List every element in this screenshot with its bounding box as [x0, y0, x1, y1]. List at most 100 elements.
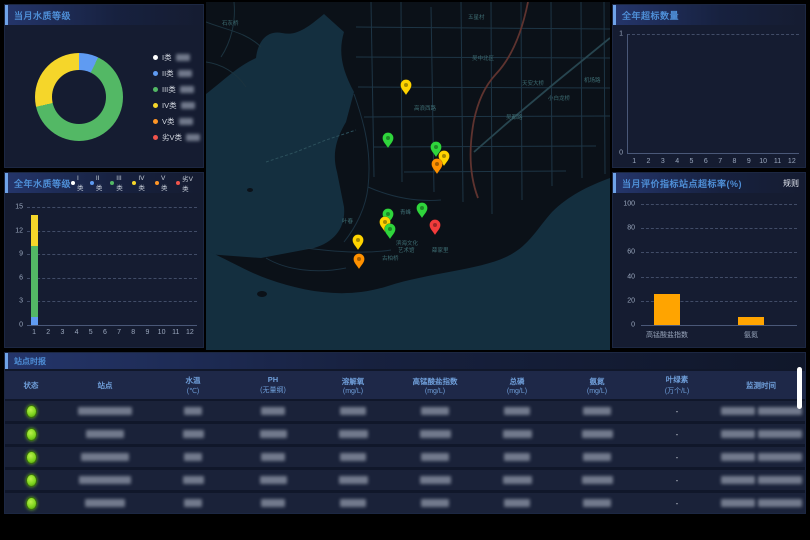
value-cell	[477, 430, 557, 438]
map-label: 叶春	[342, 217, 354, 225]
gridline	[641, 276, 797, 278]
x-axis-line	[641, 325, 797, 326]
table-row[interactable]: -	[5, 470, 805, 490]
rules-link[interactable]: 规则	[783, 178, 799, 188]
legend-item-III类[interactable]: III类	[153, 81, 200, 97]
station-name-redacted	[78, 407, 132, 415]
value-redacted	[340, 407, 366, 415]
value-redacted	[184, 499, 202, 507]
map-label: 薛家里	[432, 246, 449, 254]
value-redacted	[421, 453, 449, 461]
legend-value-redacted	[178, 117, 193, 125]
panel-yearly-water-grade: 全年水质等级 I类 II类 III类 IV类 V类 劣V类 0 3 6 9 12 15 1 2 3 4 5 6 7…	[4, 172, 204, 348]
table-row[interactable]: -	[5, 401, 805, 421]
column-name: 叶绿素	[665, 375, 689, 384]
x-axis-tick: 2	[46, 329, 51, 336]
x-axis-line	[27, 325, 197, 326]
x-axis-tick: 6	[703, 158, 708, 165]
column-name: 站点	[97, 380, 113, 390]
station-pin-icon[interactable]	[431, 158, 443, 175]
chlorophyll-cell: -	[637, 430, 717, 439]
map-sea-water	[206, 178, 610, 350]
table-row[interactable]: -	[5, 493, 805, 513]
map-label: 五星村	[468, 13, 485, 21]
y-axis-tick: 6	[19, 274, 23, 282]
x-axis-tick: 11	[773, 158, 782, 165]
column-unit: (mg/L)	[506, 387, 528, 395]
table-scrollbar-thumb[interactable]	[797, 367, 802, 409]
map-main-road-diagonal	[473, 37, 611, 153]
column-unit: (mg/L)	[586, 387, 608, 395]
legend-item-III类[interactable]: III类	[110, 175, 126, 192]
stacked-bar-segment-III类	[30, 246, 38, 318]
column-unit: (万个/L)	[664, 388, 690, 395]
chlorophyll-value: -	[675, 452, 679, 462]
station-cell	[57, 430, 153, 438]
legend-item-劣V类[interactable]: 劣V类	[153, 129, 201, 145]
column-name: PH	[267, 375, 279, 384]
gridline	[641, 252, 797, 254]
gridline	[27, 230, 197, 232]
legend-item-IV类[interactable]: IV类	[132, 175, 149, 192]
legend-item-II类[interactable]: II类	[89, 175, 104, 192]
value-cell	[313, 499, 393, 507]
exceed-rate-bar-chart: 0 20 40 60 80 100 高锰酸盐指数 氨氮	[613, 193, 805, 347]
table-row[interactable]: -	[5, 447, 805, 467]
value-redacted	[340, 453, 366, 461]
x-axis-tick: 8	[131, 329, 136, 336]
value-redacted	[419, 430, 451, 438]
x-axis-tick: 4	[675, 158, 680, 165]
value-redacted	[504, 453, 530, 461]
x-axis-tick: 11	[172, 329, 180, 336]
legend-item-V类[interactable]: V类	[153, 113, 200, 129]
value-cell	[393, 453, 477, 461]
value-redacted	[504, 499, 530, 507]
legend-item-IV类[interactable]: IV类	[153, 97, 200, 113]
y-axis-line	[627, 34, 628, 153]
legend-item-II类[interactable]: II类	[153, 65, 200, 81]
station-pin-icon[interactable]	[430, 141, 442, 158]
y-axis-tick: 80	[627, 224, 635, 232]
stacked-bar-segment-II类	[30, 317, 38, 325]
station-pin-icon[interactable]	[353, 253, 365, 270]
table-title: 站点时报	[14, 356, 46, 366]
column-unit: (mg/L)	[342, 387, 364, 395]
station-pin-icon[interactable]	[382, 132, 394, 149]
station-pin-icon[interactable]	[384, 223, 396, 240]
table-row[interactable]: -	[5, 424, 805, 444]
value-redacted	[581, 430, 613, 438]
station-pin-icon[interactable]	[382, 208, 394, 225]
x-axis-tick: 9	[145, 329, 150, 336]
station-pin-icon[interactable]	[416, 202, 428, 219]
station-pin-icon[interactable]	[429, 219, 441, 236]
legend-label: III类	[162, 84, 176, 94]
station-pin-icon[interactable]	[352, 234, 364, 251]
station-pin-icon[interactable]	[400, 79, 412, 96]
time-cell	[717, 430, 805, 438]
value-redacted	[182, 476, 204, 484]
gridline	[27, 207, 197, 208]
y-axis-tick: 1	[619, 30, 623, 38]
legend-item-I类[interactable]: I类	[71, 175, 84, 192]
value-cell	[313, 476, 393, 484]
value-cell	[153, 476, 233, 484]
legend-item-劣V类[interactable]: 劣V类	[176, 173, 197, 193]
x-axis-tick: 8	[732, 158, 737, 165]
time-date-redacted	[720, 430, 755, 438]
value-cell	[393, 407, 477, 415]
value-redacted	[504, 407, 530, 415]
table-header-row: 状态 站点 水温 (℃) PH (无量纲) 溶解氧 (mg/L) 高锰酸盐指数 (mg/L) 总磷(…	[5, 371, 805, 399]
legend-dot-icon	[153, 54, 158, 60]
legend-item-V类[interactable]: V类	[155, 175, 170, 192]
legend-dot-icon	[132, 181, 137, 185]
time-clock-redacted	[757, 453, 802, 461]
value-cell	[153, 499, 233, 507]
map-label: 艺术馆	[398, 246, 415, 254]
x-axis-tick: 5	[689, 158, 694, 165]
legend-item-I类[interactable]: I类	[153, 49, 200, 65]
map[interactable]: 石灰桥 五星村 吴中北区 高浪西路 机场路 天安大桥 小白龙桥 吴都路 青峰 叶春 古柏桥 薛家里 滨海…	[205, 1, 611, 350]
map-label: 天安大桥	[522, 79, 545, 87]
value-redacted	[182, 430, 204, 438]
gridline	[27, 277, 197, 279]
